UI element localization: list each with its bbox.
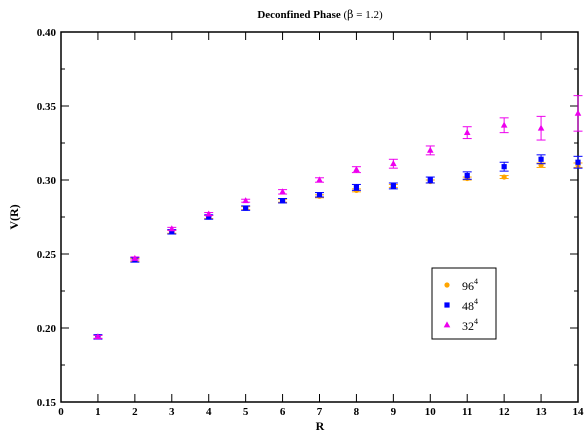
- data-point: [463, 129, 471, 136]
- chart-title: Deconfined Phase (β = 1.2): [257, 8, 383, 21]
- chart-title-paren: (: [344, 9, 348, 21]
- data-point: [206, 214, 212, 220]
- data-point: [279, 188, 286, 195]
- data-point: [243, 205, 249, 211]
- data-point: [500, 121, 508, 128]
- data-point: [242, 197, 249, 204]
- data-point: [353, 184, 360, 190]
- x-tick-label: 3: [169, 406, 175, 418]
- data-point: [205, 210, 213, 217]
- x-tick-label: 13: [536, 406, 548, 418]
- plot-frame: [60, 31, 579, 403]
- x-tick-label: 2: [132, 406, 138, 418]
- y-axis-title: V(R): [7, 204, 21, 229]
- data-point: [390, 160, 397, 167]
- data-point: [538, 156, 544, 162]
- x-tick-label: 5: [243, 406, 249, 418]
- plot-area: 0 1 2 3 4 5 6 7 8 9 10 11 12 13 140.150.200.250.300.35…: [37, 27, 584, 418]
- x-tick-label: 8: [354, 406, 360, 418]
- series-96: [93, 162, 583, 340]
- x-tick-label: 9: [391, 406, 397, 418]
- legend-marker: [444, 282, 450, 288]
- y-tick-label: 0.25: [37, 249, 57, 261]
- data-point: [168, 225, 176, 232]
- data-point: [94, 333, 102, 340]
- legend-label: 484: [462, 297, 478, 313]
- data-point: [426, 146, 434, 153]
- data-point: [316, 192, 323, 198]
- legend-marker: [444, 302, 450, 308]
- x-tick-label: 1: [95, 406, 101, 418]
- chart-title-main: Deconfined Phase: [257, 9, 341, 21]
- chart-title-rest: = 1.2): [354, 9, 383, 21]
- data-point: [279, 198, 286, 204]
- series-48: [93, 154, 583, 340]
- x-tick-label: 6: [280, 406, 286, 418]
- x-axis-title: R: [316, 419, 325, 433]
- chart-title-beta: β: [347, 8, 353, 21]
- y-tick-label: 0.30: [37, 175, 57, 187]
- y-tick-label: 0.20: [37, 323, 57, 335]
- data-point: [575, 159, 581, 165]
- data-point: [353, 166, 360, 173]
- x-tick-label: 0: [58, 406, 64, 418]
- data-point: [169, 229, 175, 235]
- data-point: [316, 176, 323, 183]
- legend-marker: [443, 321, 451, 328]
- data-point: [501, 164, 507, 170]
- data-point: [537, 124, 545, 131]
- y-tick-label: 0.15: [37, 397, 57, 409]
- data-point: [427, 177, 433, 183]
- data-point: [574, 109, 582, 116]
- legend-label: 324: [462, 317, 478, 333]
- legend: 964 484 324: [431, 267, 497, 340]
- data-point: [131, 254, 139, 261]
- y-tick-label: 0.35: [37, 101, 57, 113]
- legend-label: 964: [462, 277, 478, 293]
- x-tick-label: 7: [317, 406, 323, 418]
- x-tick-label: 14: [573, 406, 585, 418]
- series-32: [93, 95, 583, 340]
- data-point: [501, 174, 507, 180]
- legend-box: [431, 267, 497, 340]
- data-point: [390, 183, 396, 189]
- x-tick-label: 12: [499, 406, 511, 418]
- y-tick-label: 0.40: [37, 27, 57, 39]
- x-tick-label: 11: [462, 406, 472, 418]
- x-tick-label: 4: [206, 406, 212, 418]
- data-point: [464, 172, 470, 179]
- x-tick-label: 10: [425, 406, 437, 418]
